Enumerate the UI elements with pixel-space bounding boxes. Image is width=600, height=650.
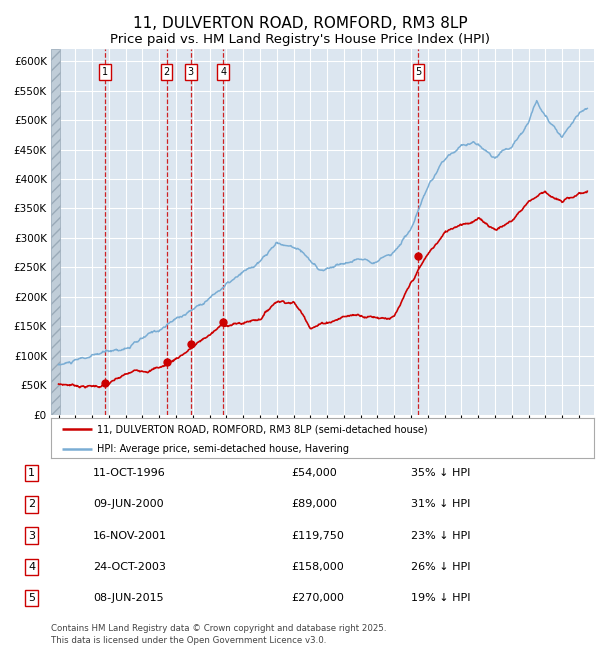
Text: 11-OCT-1996: 11-OCT-1996	[93, 468, 166, 478]
Text: £54,000: £54,000	[291, 468, 337, 478]
Text: 35% ↓ HPI: 35% ↓ HPI	[411, 468, 470, 478]
Text: 5: 5	[415, 67, 422, 77]
Text: 3: 3	[188, 67, 194, 77]
Text: 16-NOV-2001: 16-NOV-2001	[93, 530, 167, 541]
Text: 5: 5	[28, 593, 35, 603]
Text: 19% ↓ HPI: 19% ↓ HPI	[411, 593, 470, 603]
Text: Price paid vs. HM Land Registry's House Price Index (HPI): Price paid vs. HM Land Registry's House …	[110, 32, 490, 46]
Text: 31% ↓ HPI: 31% ↓ HPI	[411, 499, 470, 510]
Bar	[51, 49, 60, 415]
Text: 2: 2	[28, 499, 35, 510]
Text: 2: 2	[164, 67, 170, 77]
Text: 4: 4	[220, 67, 226, 77]
Text: 08-JUN-2015: 08-JUN-2015	[93, 593, 164, 603]
Text: 23% ↓ HPI: 23% ↓ HPI	[411, 530, 470, 541]
Text: 4: 4	[28, 562, 35, 572]
Text: 1: 1	[102, 67, 108, 77]
Text: £270,000: £270,000	[291, 593, 344, 603]
Text: £119,750: £119,750	[291, 530, 344, 541]
Text: 11, DULVERTON ROAD, ROMFORD, RM3 8LP (semi-detached house): 11, DULVERTON ROAD, ROMFORD, RM3 8LP (se…	[97, 424, 428, 434]
Text: £158,000: £158,000	[291, 562, 344, 572]
Text: Contains HM Land Registry data © Crown copyright and database right 2025.
This d: Contains HM Land Registry data © Crown c…	[51, 624, 386, 645]
Text: HPI: Average price, semi-detached house, Havering: HPI: Average price, semi-detached house,…	[97, 445, 349, 454]
Text: 1: 1	[28, 468, 35, 478]
Text: 3: 3	[28, 530, 35, 541]
Text: £89,000: £89,000	[291, 499, 337, 510]
Text: 11, DULVERTON ROAD, ROMFORD, RM3 8LP: 11, DULVERTON ROAD, ROMFORD, RM3 8LP	[133, 16, 467, 31]
Text: 26% ↓ HPI: 26% ↓ HPI	[411, 562, 470, 572]
Text: 24-OCT-2003: 24-OCT-2003	[93, 562, 166, 572]
Text: 09-JUN-2000: 09-JUN-2000	[93, 499, 164, 510]
